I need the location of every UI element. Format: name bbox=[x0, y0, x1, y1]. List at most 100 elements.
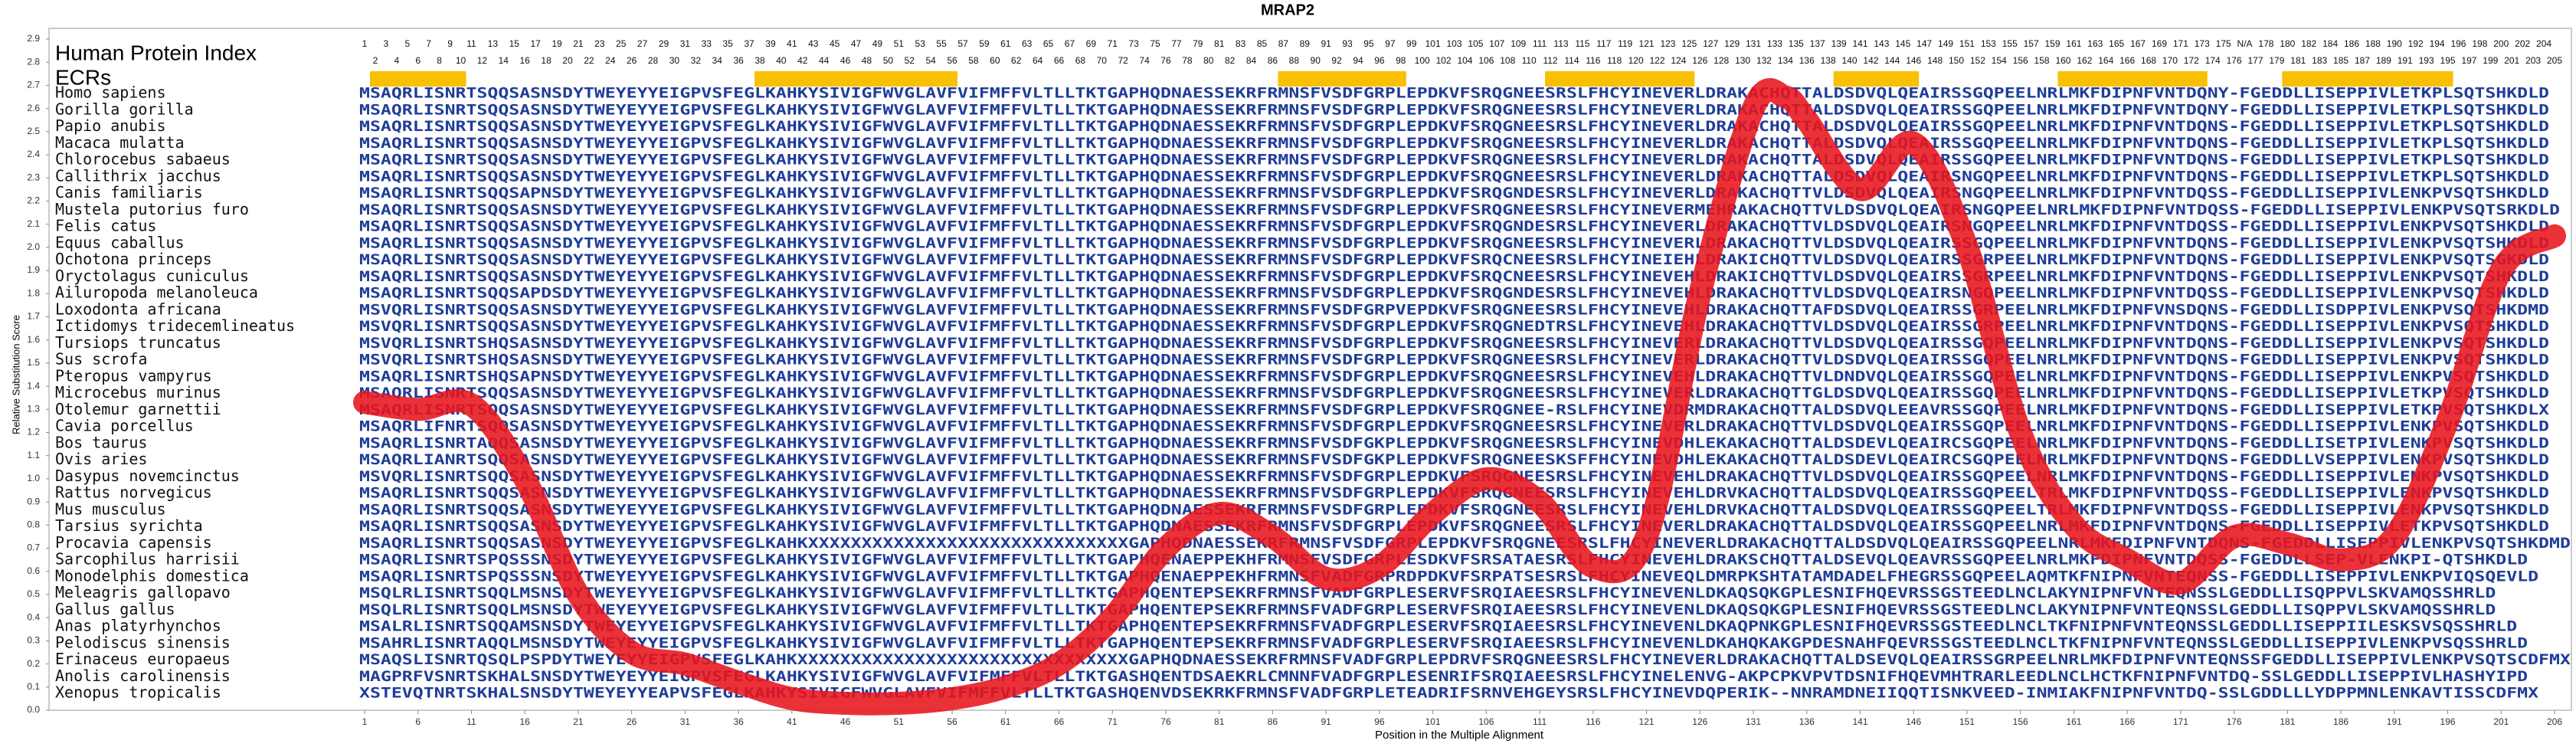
protein-index: 194 bbox=[2430, 38, 2445, 49]
protein-index: 98 bbox=[1396, 55, 1406, 66]
x-tick-label: 91 bbox=[1321, 716, 1331, 727]
protein-index: 137 bbox=[1810, 38, 1825, 49]
sequence: MSAQRLISNRTSQQSASNSDYTWEYEYYEIGPVSFEGLKA… bbox=[359, 101, 2549, 118]
x-tick-label: 16 bbox=[520, 716, 531, 727]
species-name: Gallus gallus bbox=[55, 600, 175, 618]
protein-index: 162 bbox=[2077, 55, 2092, 66]
species-name: Anas platyrhynchos bbox=[55, 617, 221, 635]
protein-index: 105 bbox=[1468, 38, 1483, 49]
protein-index: 165 bbox=[2109, 38, 2124, 49]
protein-index: 133 bbox=[1767, 38, 1782, 49]
protein-index: 55 bbox=[936, 38, 947, 49]
y-tick-label: 2.5 bbox=[27, 126, 40, 136]
species-name: Mustela putorius furo bbox=[55, 200, 249, 218]
protein-index: 164 bbox=[2098, 55, 2113, 66]
protein-index: 200 bbox=[2493, 38, 2509, 49]
x-tick-label: 71 bbox=[1108, 716, 1118, 727]
protein-index: 80 bbox=[1203, 55, 1214, 66]
protein-index: 175 bbox=[2216, 38, 2231, 49]
sequence: XSTEVQTNRTSKHALSNSDYTWEYEYYEAPVSFEGLKAHK… bbox=[359, 685, 2539, 702]
protein-index: 160 bbox=[2055, 55, 2070, 66]
protein-index: 56 bbox=[947, 55, 957, 66]
y-tick-label: 0.7 bbox=[27, 542, 40, 553]
species-name: Loxodonta africana bbox=[55, 300, 221, 318]
sequence: MSAQSLISNRTQSQLPSPDYTWEYEYYEIGPVSFEGLKAH… bbox=[359, 651, 2571, 668]
species-name: Meleagris gallopavo bbox=[55, 583, 231, 601]
protein-index: 50 bbox=[883, 55, 894, 66]
protein-index: 38 bbox=[754, 55, 765, 66]
sequence: MSAQRLISNRTSQQSASNSDYTWEYEYYEIGPVSFEGLKA… bbox=[359, 201, 2560, 218]
protein-index: 27 bbox=[637, 38, 648, 49]
protein-index: 66 bbox=[1054, 55, 1065, 66]
protein-index: 190 bbox=[2387, 38, 2402, 49]
sequence: MSQLRLISNRTSQQLMSNSDYTWEYEYYEIGPVSFEGLKA… bbox=[359, 601, 2496, 618]
protein-index: 112 bbox=[1543, 55, 1557, 66]
sequence: MSAQRLISNRTSQQSASNSDYTWEYEYYEIGPVSFEGLKA… bbox=[359, 385, 2549, 401]
protein-index: 61 bbox=[1000, 38, 1011, 49]
sequence: MSAQRLISNRTSQQSASNSDYTWEYEYYEIGPVSFEGLKA… bbox=[359, 401, 2550, 418]
y-tick-label: 1.9 bbox=[27, 264, 40, 275]
sequence: MSVQRLISNRTSHQSASNSDYTWEYEYYEIGPVSFEGLKA… bbox=[359, 352, 2549, 369]
species-name: Ochotona princeps bbox=[55, 250, 212, 268]
protein-index: 93 bbox=[1342, 38, 1353, 49]
protein-index: 75 bbox=[1150, 38, 1160, 49]
y-tick-label: 0.4 bbox=[27, 611, 40, 622]
species-name: Sarcophilus harrisii bbox=[55, 550, 240, 568]
protein-index: 41 bbox=[787, 38, 797, 49]
protein-index: 131 bbox=[1746, 38, 1761, 49]
protein-index: 154 bbox=[1992, 55, 2007, 66]
species-name: Anolis carolinensis bbox=[55, 667, 231, 685]
protein-index: 49 bbox=[872, 38, 883, 49]
protein-index: 192 bbox=[2408, 38, 2424, 49]
sequence: MSVQRLISNRTSQQSASNSDYTWEYEYYEIGPVSFEGLKA… bbox=[359, 468, 2549, 485]
x-tick-label: 36 bbox=[733, 716, 744, 727]
species-name: Dasypus novemcinctus bbox=[55, 467, 240, 485]
protein-index: 104 bbox=[1457, 55, 1472, 66]
species-name: Callithrix jacchus bbox=[55, 166, 221, 185]
protein-index: 18 bbox=[541, 55, 552, 66]
sequence: MSVQRLISNRTSHQSASNSDYTWEYEYYEIGPVSFEGLKA… bbox=[359, 335, 2549, 352]
protein-index: 3 bbox=[384, 38, 389, 49]
x-tick-label: 166 bbox=[2119, 716, 2135, 727]
ecr-bar bbox=[1545, 71, 1695, 87]
x-tick-label: 11 bbox=[466, 716, 476, 727]
protein-index: 7 bbox=[426, 38, 431, 49]
protein-index: 114 bbox=[1564, 55, 1579, 66]
protein-index: 191 bbox=[2398, 55, 2413, 66]
species-name: Mus musculus bbox=[55, 500, 166, 518]
x-tick-label: 176 bbox=[2227, 716, 2242, 727]
x-tick-label: 196 bbox=[2440, 716, 2456, 727]
y-tick-label: 2.3 bbox=[27, 172, 40, 182]
protein-index: 35 bbox=[722, 38, 733, 49]
protein-index: 166 bbox=[2119, 55, 2135, 66]
species-name: Otolemur garnettii bbox=[55, 400, 221, 418]
protein-index: 115 bbox=[1575, 38, 1589, 49]
protein-index: 31 bbox=[680, 38, 691, 49]
protein-index: 198 bbox=[2472, 38, 2487, 49]
protein-index: 21 bbox=[573, 38, 584, 49]
protein-index: 161 bbox=[2066, 38, 2081, 49]
protein-index: 58 bbox=[968, 55, 979, 66]
y-tick-label: 0.0 bbox=[27, 704, 40, 715]
protein-index: 6 bbox=[415, 55, 421, 66]
species-name: Equus caballus bbox=[55, 233, 185, 251]
sequence: MSAQRLISNRTSQQSASNSDYTWEYEYYEIGPVSFEGLKA… bbox=[359, 518, 2549, 535]
species-name: Chlorocebus sabaeus bbox=[55, 150, 231, 169]
species-name: Sus scrofa bbox=[55, 350, 147, 369]
sequence: MSVQRLISNRTSQQSASNSDYTWEYEYYEIGPVSFEGLKA… bbox=[359, 301, 2549, 318]
y-tick-label: 2.6 bbox=[27, 103, 40, 113]
protein-index: 150 bbox=[1949, 55, 1964, 66]
plot-frame bbox=[48, 28, 2572, 711]
protein-index: 5 bbox=[404, 38, 410, 49]
protein-index: 189 bbox=[2376, 55, 2391, 66]
protein-index: 95 bbox=[1363, 38, 1374, 49]
x-tick-label: 161 bbox=[2066, 716, 2081, 727]
x-tick-label: 116 bbox=[1586, 716, 1600, 727]
y-tick-label: 1.8 bbox=[27, 287, 40, 298]
protein-index: 135 bbox=[1789, 38, 1804, 49]
protein-index: 111 bbox=[1533, 38, 1547, 49]
protein-index: 153 bbox=[1981, 38, 1996, 49]
protein-index: 48 bbox=[862, 55, 872, 66]
ecr-bar bbox=[1833, 71, 1920, 87]
protein-index: 167 bbox=[2130, 38, 2146, 49]
